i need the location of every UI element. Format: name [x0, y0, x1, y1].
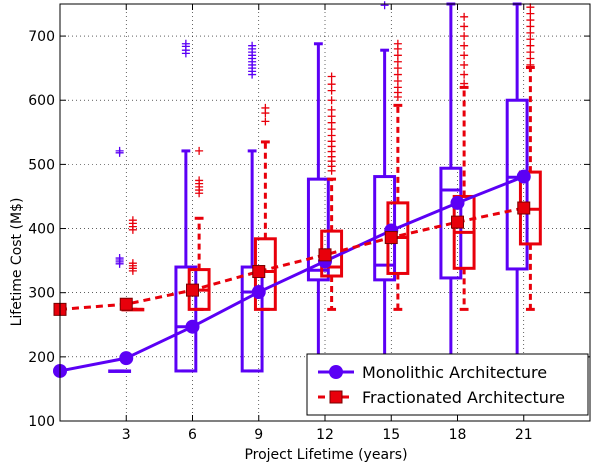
line-monolithic — [59, 175, 525, 373]
point-fractionated — [384, 231, 398, 245]
boxplot-group — [320, 72, 344, 311]
point-monolithic — [185, 319, 200, 334]
y-tick-label: 500 — [28, 157, 55, 173]
boxplot-group — [505, 2, 529, 373]
y-tick-label: 100 — [28, 414, 55, 430]
outlier-mark — [460, 70, 469, 79]
point-monolithic — [119, 351, 134, 366]
y-tick-label: 200 — [28, 350, 55, 366]
outlier-mark — [115, 254, 124, 263]
point-fractionated — [451, 215, 464, 229]
point-monolithic — [516, 169, 531, 184]
outlier-mark — [261, 103, 270, 112]
point-fractionated — [252, 265, 266, 279]
outlier-mark — [526, 3, 535, 12]
series-lines — [59, 175, 525, 373]
boxplot-group — [518, 3, 542, 311]
legend-label-fractionated: Fractionated Architecture — [362, 388, 565, 407]
legend-marker-monolithic — [329, 365, 343, 379]
outlier-mark — [460, 12, 469, 21]
box — [174, 265, 198, 373]
x-tick-label: 15 — [382, 427, 400, 443]
legend-marker-fractionated — [329, 390, 343, 404]
x-tick-label: 6 — [188, 427, 197, 443]
boxplot-group — [108, 146, 132, 373]
outlier-mark — [327, 80, 336, 89]
boxplot-group — [452, 12, 476, 311]
outlier-mark — [393, 39, 402, 48]
y-tick-label: 400 — [28, 222, 55, 238]
outlier-mark — [195, 146, 204, 155]
y-axis-label: Lifetime Cost (M$) — [9, 198, 25, 327]
y-tick-label: 600 — [28, 93, 55, 109]
point-monolithic — [251, 285, 266, 300]
legend-entry-monolithic: Monolithic Architecture — [318, 363, 547, 382]
outlier-mark — [327, 105, 336, 114]
legend-label-monolithic: Monolithic Architecture — [362, 363, 547, 382]
point-fractionated — [186, 283, 199, 297]
legend-entry-fractionated: Fractionated Architecture — [318, 388, 565, 407]
x-axis-label: Project Lifetime (years) — [244, 447, 407, 463]
legend-frame — [306, 353, 589, 416]
point-monolithic — [450, 195, 465, 210]
boxplot-group — [386, 39, 410, 311]
point-fractionated — [517, 201, 531, 215]
legend: Monolithic Architecture Fractionated Arc… — [306, 353, 589, 416]
outlier-mark — [248, 41, 257, 50]
box — [306, 177, 330, 282]
outlier-mark — [181, 39, 190, 48]
outlier-mark — [327, 72, 336, 81]
x-tick-label: 3 — [122, 427, 131, 443]
boxplot-group — [253, 103, 277, 311]
boxplot-group — [174, 39, 198, 373]
boxplot-group — [373, 1, 397, 373]
outlier-mark — [195, 176, 204, 185]
outlier-mark — [261, 117, 270, 126]
outlier-mark — [128, 259, 137, 268]
boxplot-group — [439, 2, 463, 373]
outlier-mark — [460, 41, 469, 50]
axis-ticks: 3 6 9 12 15 18 21 100 200 300 400 500 600 700 — [28, 4, 590, 443]
outlier-mark — [460, 22, 469, 31]
outlier-mark — [460, 60, 469, 69]
y-tick-label: 700 — [28, 29, 55, 45]
outlier-mark — [460, 79, 469, 88]
outlier-mark — [460, 32, 469, 41]
boxplot-group — [240, 41, 264, 373]
point-fractionated — [119, 297, 133, 311]
outlier-mark — [128, 216, 137, 225]
x-tick-label: 18 — [449, 427, 467, 443]
outlier-mark — [380, 1, 389, 10]
x-tick-label: 12 — [316, 427, 334, 443]
box — [240, 265, 264, 373]
outlier-mark — [460, 51, 469, 60]
boxplot-group — [121, 216, 145, 312]
series-markers — [53, 169, 531, 378]
boxplot-group — [306, 42, 330, 373]
outlier-mark — [327, 96, 336, 105]
outlier-mark — [115, 146, 124, 155]
line-fractionated — [59, 206, 525, 311]
point-fractionated — [318, 248, 332, 262]
x-tick-label: 9 — [254, 427, 263, 443]
y-tick-label: 300 — [28, 286, 55, 302]
x-tick-label: 21 — [515, 427, 533, 443]
